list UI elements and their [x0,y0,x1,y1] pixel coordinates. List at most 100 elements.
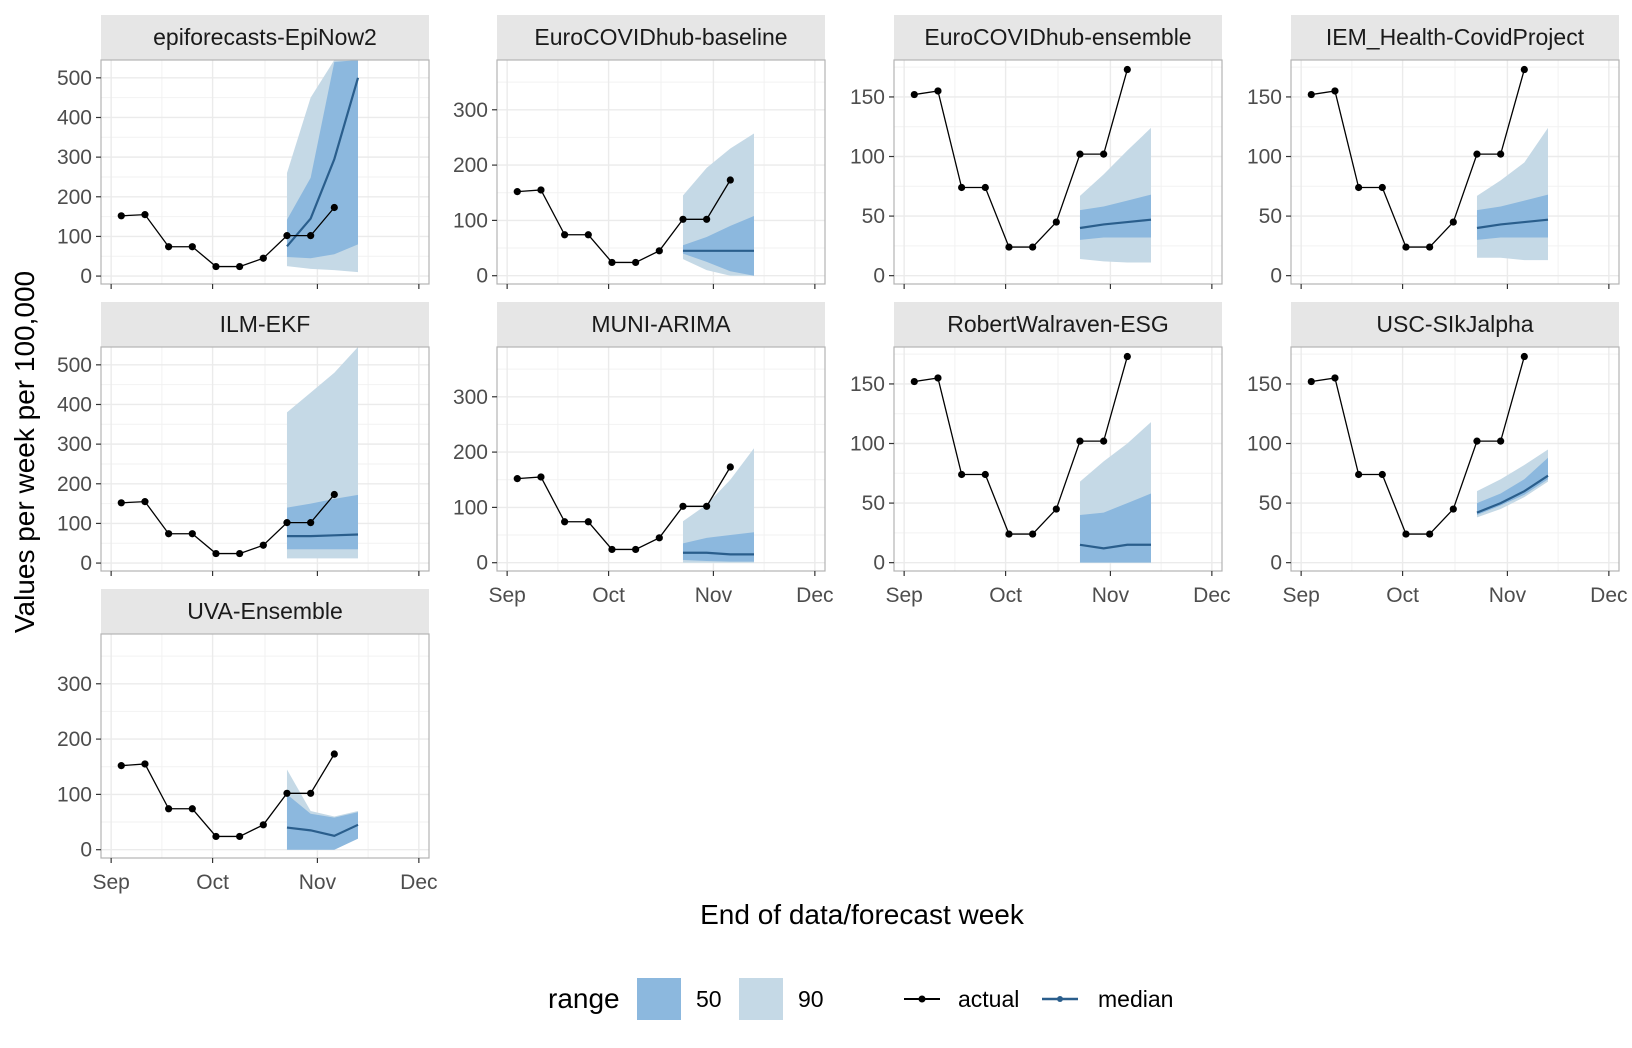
actual-point [1473,150,1481,158]
facet-panel: RobertWalraven-ESG 0 50 100 150 Sep Oct Nov Dec [850,302,1231,607]
panel-border [100,346,430,572]
actual-point [188,530,196,538]
x-tick-label: Nov [1092,584,1130,607]
actual-point [165,805,173,813]
actual-point [307,232,315,240]
facet-title: UVA-Ensemble [187,598,343,624]
y-tick-label: 0 [476,265,488,288]
y-tick-label: 100 [57,512,92,535]
actual-point [537,186,545,194]
data-layer [910,65,1152,263]
facet-title: MUNI-ARIMA [591,311,731,337]
actual-point [1449,505,1457,513]
actual-point [910,377,918,386]
panel-border [1290,59,1620,285]
actual-point [726,176,734,184]
actual-point [283,789,291,797]
x-tick-label: Oct [1386,584,1419,607]
legend-label-range-50: 50 [696,986,722,1012]
actual-point [679,502,687,510]
facet-strip [101,15,429,60]
actual-point [1497,437,1505,445]
legend-key-median [1042,996,1078,1002]
band-50 [1079,194,1151,240]
actual-line [1311,356,1525,535]
y-tick-label: 200 [57,473,92,496]
y-tick-label: 300 [453,99,488,122]
actual-point [1076,150,1084,158]
facet-panel: UVA-Ensemble 0 100 200 300 Sep Oct Nov Dec [57,589,438,894]
legend-title-range: range [548,983,620,1014]
facet-title: IEM_Health-CovidProject [1326,24,1585,50]
actual-point [1100,150,1108,158]
actual-point [283,519,291,527]
actual-point [1520,352,1528,361]
actual-point [679,215,687,223]
legend-label-median: median [1098,986,1173,1012]
actual-point [188,243,196,251]
actual-point [1355,183,1363,192]
facet-title: ILM-EKF [220,311,311,337]
actual-line [121,207,335,268]
y-tick-label: 100 [453,209,488,232]
actual-point [236,549,244,558]
panel-border [893,59,1223,285]
panel-border [496,59,826,285]
data-layer [513,448,754,563]
facet-panel: MUNI-ARIMA 0 100 200 300 Sep Oct Nov Dec [453,302,834,607]
actual-point [632,258,640,267]
actual-point [1052,505,1060,513]
panel-border [100,59,430,285]
actual-point [655,534,663,542]
facet-strip [894,15,1222,60]
actual-point [1520,65,1528,74]
facet-panel: IEM_Health-CovidProject 0 50 100 150 [1247,15,1620,289]
actual-line [914,69,1128,248]
actual-point [1052,218,1060,226]
x-tick-label: Dec [400,871,437,894]
x-tick-label: Sep [92,871,129,894]
y-tick-label: 300 [453,386,488,409]
actual-point [1123,352,1131,361]
actual-point [1449,218,1457,226]
facet-strip [101,589,429,634]
legend: range 50 90 actual median [548,978,1173,1020]
y-tick-label: 100 [850,433,885,456]
y-tick-label: 0 [476,552,488,575]
median-line [682,551,754,556]
facet-strip [1291,15,1619,60]
legend-label-range-90: 90 [798,986,824,1012]
y-tick-label: 400 [57,106,92,129]
actual-point [632,545,640,554]
x-tick-label: Dec [1590,584,1627,607]
median-line [286,77,360,248]
y-tick-label: 0 [80,265,92,288]
facet-title: RobertWalraven-ESG [947,311,1169,337]
actual-point [1331,374,1339,382]
y-tick-label: 0 [873,265,885,288]
actual-point [283,232,291,240]
actual-point [1331,87,1339,95]
actual-point [141,498,149,506]
actual-point [117,212,125,220]
facet-strip [497,302,825,347]
y-tick-label: 500 [57,354,92,377]
data-layer [117,347,359,559]
x-tick-label: Sep [885,584,922,607]
actual-point [259,254,267,262]
actual-point [1307,377,1315,386]
band-50 [682,215,754,276]
x-tick-label: Oct [989,584,1022,607]
data-layer [1307,65,1549,261]
y-tick-label: 0 [1270,265,1282,288]
x-tick-label: Dec [1193,584,1230,607]
y-tick-label: 100 [850,146,885,169]
data-layer [117,750,359,850]
actual-point [1402,530,1410,538]
y-axis-title: Values per week per 100,000 [9,271,40,633]
y-tick-label: 500 [57,67,92,90]
y-tick-label: 100 [57,783,92,806]
data-layer [910,352,1151,563]
actual-point [236,832,244,841]
